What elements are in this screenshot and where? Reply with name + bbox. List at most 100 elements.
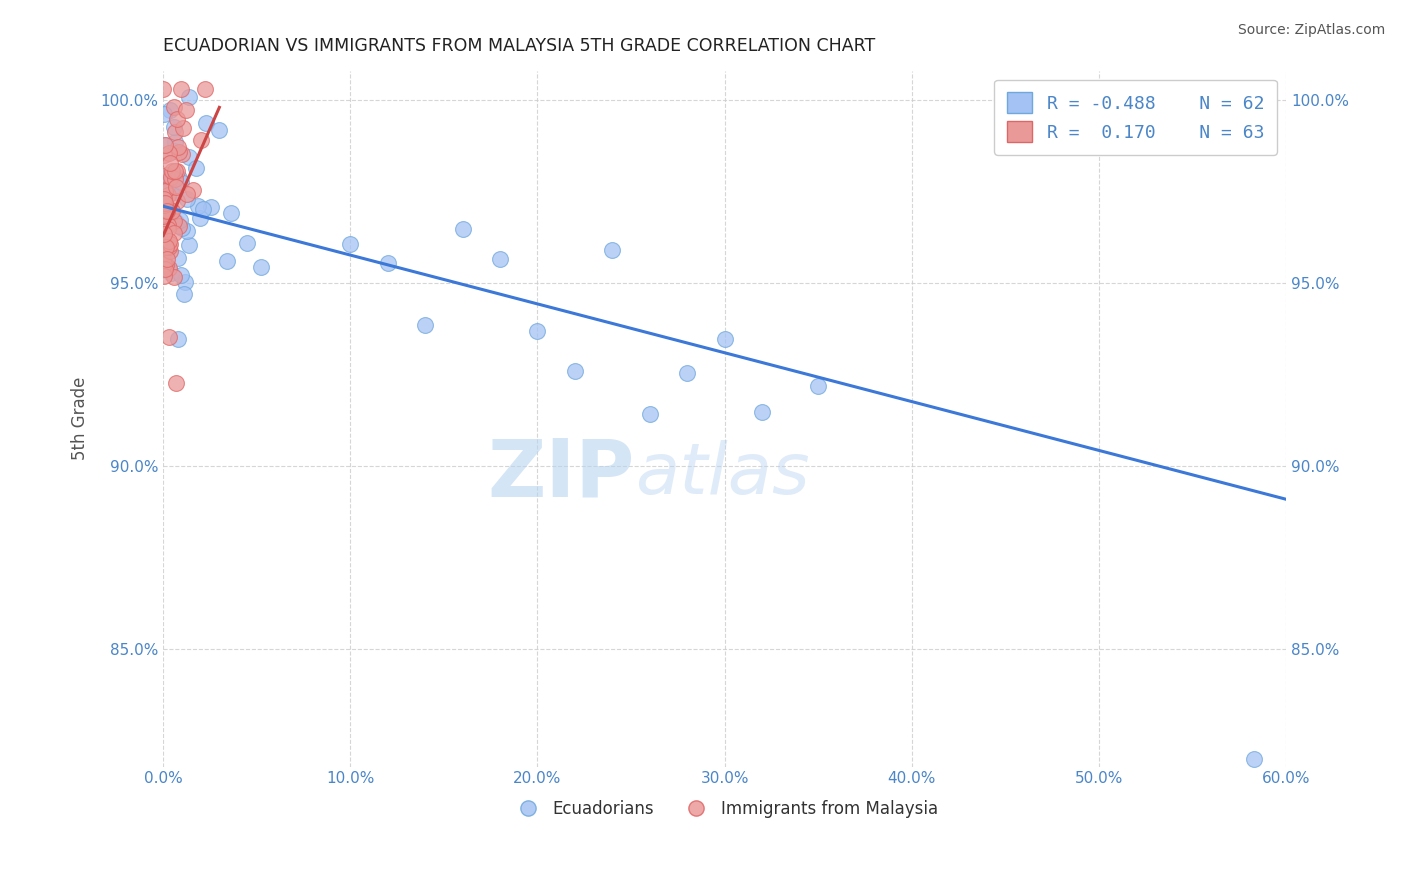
Point [156,177,179,191]
Point [152,268,174,283]
Point [167,145,190,159]
Point [153,209,176,223]
Point [713,332,735,346]
Point [162,120,184,134]
Point [160,169,183,184]
Point [600,243,623,257]
Point [159,103,181,118]
Point [526,324,548,338]
Text: ECUADORIAN VS IMMIGRANTS FROM MALAYSIA 5TH GRADE CORRELATION CHART: ECUADORIAN VS IMMIGRANTS FROM MALAYSIA 5… [163,37,876,55]
Point [153,107,176,121]
Point [152,247,174,261]
Point [177,237,200,252]
Text: ZIP: ZIP [488,435,634,513]
Point [160,203,183,218]
Point [163,164,186,178]
Point [174,103,197,117]
Point [163,226,186,240]
Point [156,252,179,267]
Point [179,89,201,103]
Point [159,237,181,252]
Point [156,218,179,232]
Point [155,168,177,182]
Point [156,234,179,248]
Point [155,184,177,198]
Point [157,234,180,248]
Point [153,239,176,253]
Point [156,202,179,217]
Point [157,261,180,276]
Point [190,132,212,146]
Point [157,187,180,202]
Point [167,219,190,233]
Point [153,137,176,152]
Point [153,184,176,198]
Point [181,183,204,197]
Point [339,237,361,252]
Point [451,222,474,236]
Point [163,145,186,159]
Point [153,192,176,206]
Point [153,195,176,210]
Point [153,211,176,226]
Point [167,140,190,154]
Point [187,199,209,213]
Point [250,260,273,274]
Point [157,240,180,254]
Point [179,150,201,164]
Point [153,195,176,210]
Point [236,235,259,250]
Point [173,287,195,301]
Point [153,171,176,186]
Point [160,267,183,281]
Point [152,198,174,212]
Point [153,148,176,162]
Point [176,187,198,202]
Point [176,224,198,238]
Point [153,196,176,211]
Point [155,240,177,254]
Point [162,213,184,227]
Y-axis label: 5th Grade: 5th Grade [72,377,89,460]
Point [564,364,586,378]
Text: Source: ZipAtlas.com: Source: ZipAtlas.com [1237,23,1385,37]
Point [152,82,174,96]
Point [169,268,191,282]
Point [751,405,773,419]
Point [153,138,176,153]
Point [165,215,187,229]
Point [638,407,661,421]
Point [489,252,512,266]
Point [166,112,188,126]
Point [159,156,181,170]
Point [163,125,186,139]
Point [157,330,180,344]
Point [157,210,180,224]
Point [165,376,187,390]
Point [807,379,830,393]
Point [156,204,179,219]
Point [169,212,191,227]
Point [160,163,183,178]
Point [157,240,180,254]
Point [194,116,217,130]
Point [156,172,179,186]
Point [152,209,174,223]
Point [413,318,436,332]
Point [153,249,176,263]
Point [193,202,215,216]
Point [170,82,193,96]
Point [173,276,195,290]
Point [155,171,177,186]
Point [166,194,188,208]
Point [153,257,176,271]
Point [165,179,187,194]
Point [163,269,186,284]
Point [184,161,207,175]
Text: atlas: atlas [634,440,810,508]
Point [167,332,190,346]
Point [219,206,242,220]
Legend: Ecuadorians, Immigrants from Malaysia: Ecuadorians, Immigrants from Malaysia [505,793,945,824]
Point [155,258,177,272]
Point [167,251,190,265]
